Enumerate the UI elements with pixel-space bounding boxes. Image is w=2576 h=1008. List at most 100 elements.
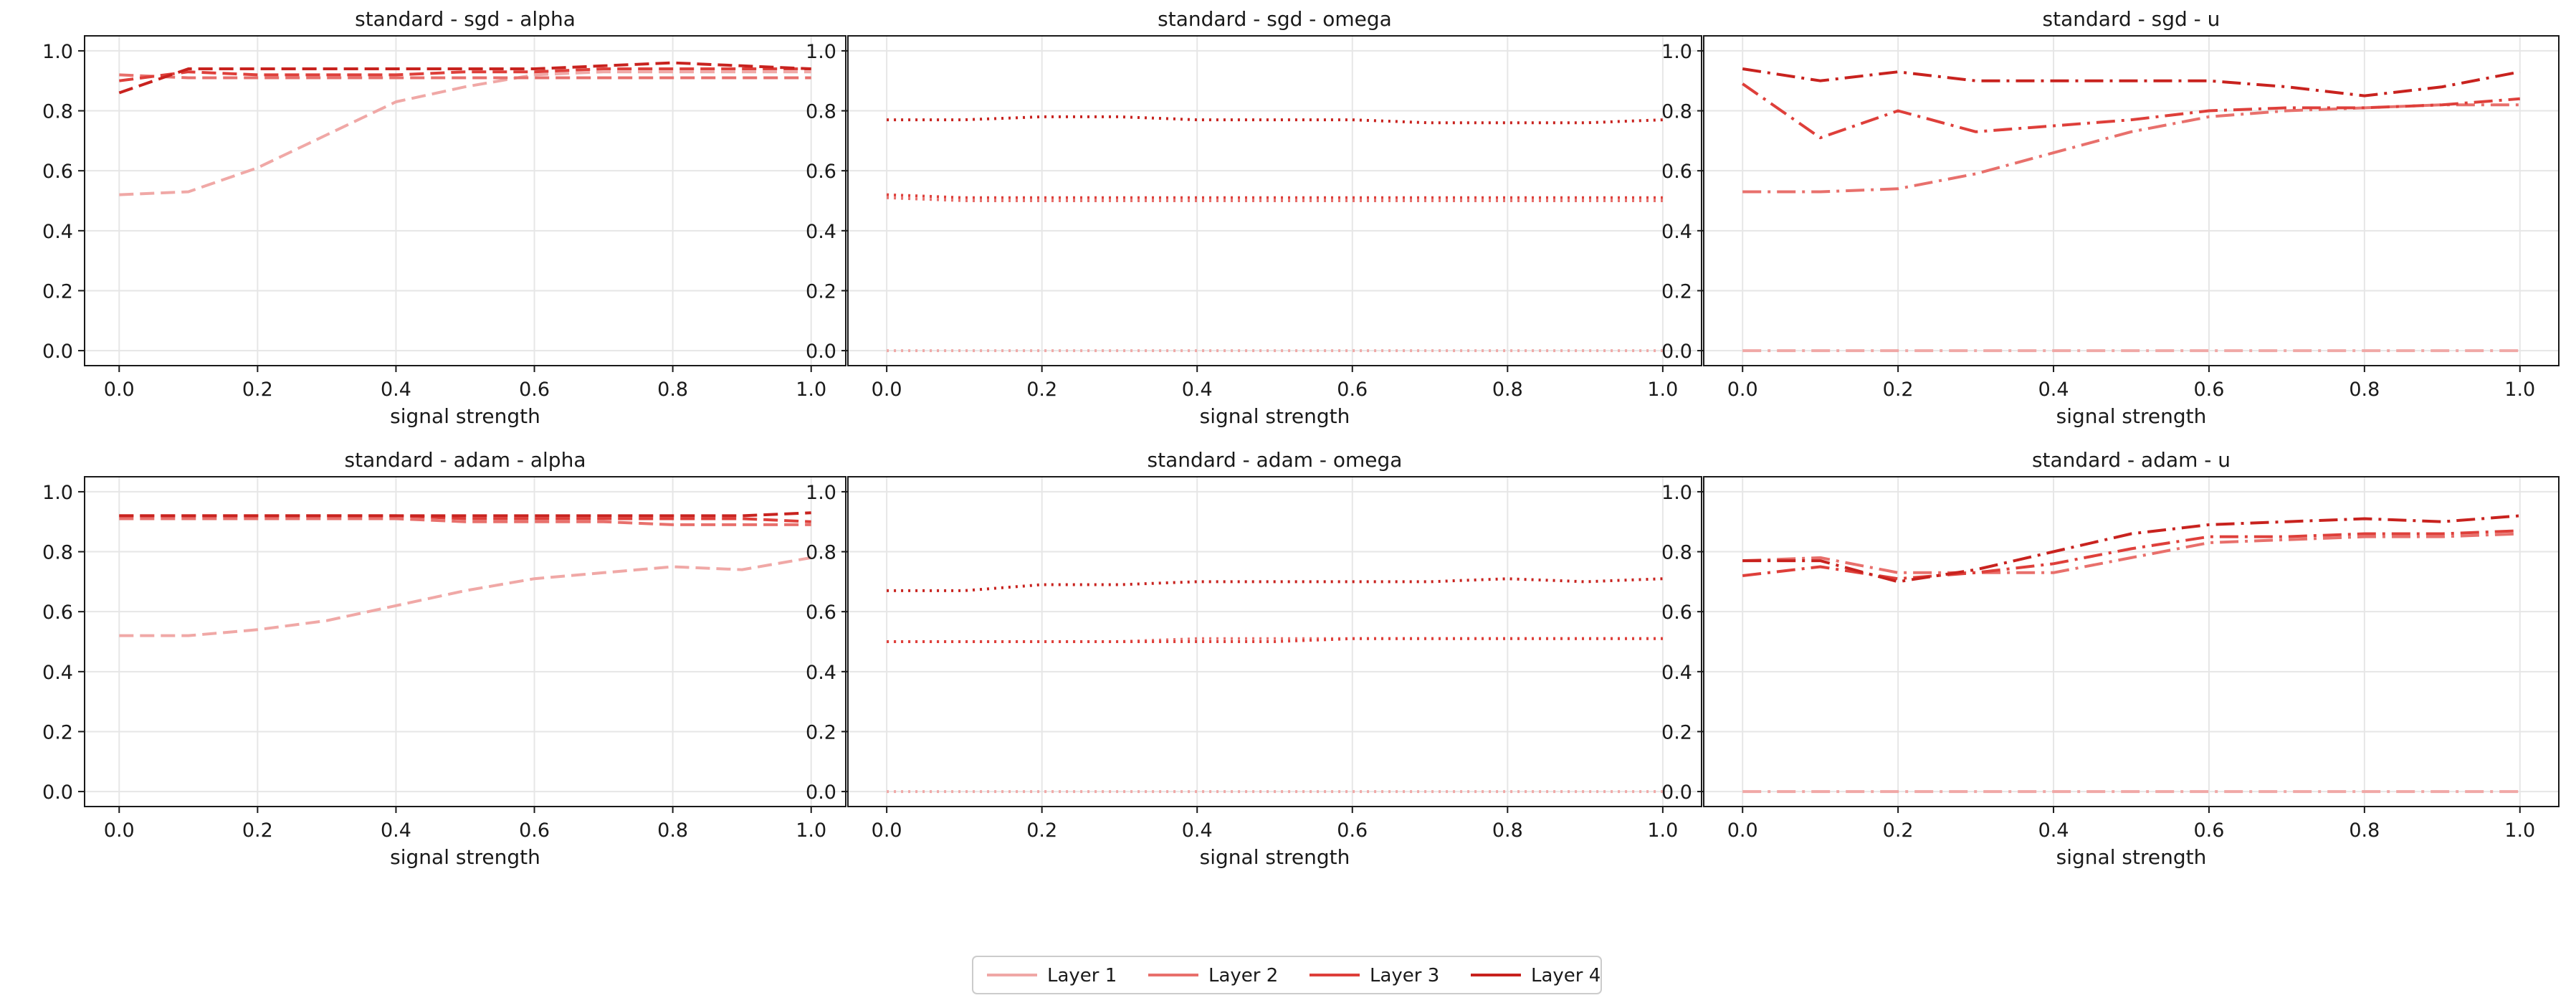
x-tick-label: 0.0 [1727,819,1758,842]
x-tick-label: 1.0 [2504,819,2535,842]
x-tick-label: 0.4 [381,819,411,842]
y-tick-label: 0.2 [806,721,836,743]
x-tick-label: 1.0 [2504,379,2535,401]
y-tick-label: 1.0 [42,482,73,504]
y-tick-label: 0.2 [42,280,73,303]
x-tick-label: 0.8 [657,379,688,401]
subplot: 0.0 0.2 0.4 0.6 0.8 1.0 0.0 0.2 0.4 0.6 0.8 1.0 stan… [806,448,1702,869]
y-tick-label: 1.0 [1661,41,1692,63]
x-axis-label: signal strength [390,845,540,869]
x-tick-label: 1.0 [1647,819,1678,842]
x-tick-label: 1.0 [796,379,826,401]
y-tick-label: 1.0 [1661,482,1692,504]
x-tick-label: 0.6 [2193,819,2224,842]
x-tick-label: 0.6 [2193,379,2224,401]
x-tick-label: 0.2 [1026,379,1057,401]
y-tick-label: 0.4 [42,221,73,243]
y-tick-label: 0.0 [1661,781,1692,804]
x-axis-label: signal strength [1200,845,1350,869]
y-tick-label: 0.6 [42,602,73,624]
x-tick-label: 0.0 [872,819,902,842]
y-tick-label: 0.6 [1661,161,1692,183]
plot-frame [847,476,1702,807]
series-line-layer-3 [887,637,1663,643]
x-tick-label: 0.2 [1026,819,1057,842]
subplot-title: standard - sgd - alpha [355,7,576,31]
x-tick-label: 0.4 [1182,819,1213,842]
series-line-layer-4 [119,511,811,518]
y-tick-label: 0.6 [1661,602,1692,624]
y-tick-label: 0.2 [42,721,73,743]
series-line-layer-3 [1742,82,2520,140]
subplot-grid: 0.0 0.2 0.4 0.6 0.8 1.0 0.0 0.2 0.4 0.6 0.8 1.0 stan… [42,7,2560,869]
y-tick-label: 1.0 [806,482,836,504]
x-tick-label: 0.6 [519,819,550,842]
x-tick-label: 0.0 [104,379,135,401]
y-tick-label: 0.6 [806,602,836,624]
subplot-title: standard - adam - u [2032,448,2231,472]
x-tick-label: 0.2 [1883,819,1914,842]
legend-item: Layer 4 [1471,965,1601,986]
series-line-layer-3 [887,193,1663,199]
subplot: 0.0 0.2 0.4 0.6 0.8 1.0 0.0 0.2 0.4 0.6 0.8 1.0 stan… [806,7,1702,428]
y-tick-label: 0.0 [806,341,836,363]
series-line-layer-1 [119,70,811,196]
x-tick-label: 0.4 [2038,379,2069,401]
subplot-title: standard - sgd - u [2043,7,2220,31]
series-line-layer-3 [119,67,811,82]
legend-box [972,956,1602,994]
x-axis-label: signal strength [390,404,540,428]
x-tick-label: 1.0 [1647,379,1678,401]
x-tick-label: 0.8 [2349,819,2380,842]
x-axis-label: signal strength [2056,404,2207,428]
x-tick-label: 1.0 [796,819,826,842]
y-tick-label: 0.0 [42,781,73,804]
legend-label: Layer 3 [1370,965,1439,986]
y-tick-label: 0.0 [42,341,73,363]
series-line-layer-2 [119,517,811,526]
x-tick-label: 0.8 [1492,819,1523,842]
x-tick-label: 0.0 [872,379,902,401]
y-tick-label: 0.8 [806,542,836,564]
subplot: 0.0 0.2 0.4 0.6 0.8 1.0 0.0 0.2 0.4 0.6 0.8 1.0 stan… [42,448,846,869]
series-line-layer-4 [887,577,1663,592]
subplot: 0.0 0.2 0.4 0.6 0.8 1.0 0.0 0.2 0.4 0.6 0.8 1.0 stan… [1661,448,2560,869]
x-tick-label: 0.2 [242,819,273,842]
y-tick-label: 0.4 [806,221,836,243]
series-line-layer-4 [1742,67,2521,98]
y-tick-label: 0.2 [806,280,836,303]
legend: Layer 1 Layer 2 Layer 3 Layer 4 [972,956,1602,994]
subplot-title: standard - sgd - omega [1158,7,1392,31]
y-tick-label: 0.0 [806,781,836,804]
legend-item: Layer 1 [987,965,1117,986]
y-tick-label: 0.8 [42,542,73,564]
x-tick-label: 0.8 [2349,379,2380,401]
x-tick-label: 0.4 [381,379,411,401]
x-axis-label: signal strength [1200,404,1350,428]
x-tick-label: 0.0 [1727,379,1758,401]
subplot: 0.0 0.2 0.4 0.6 0.8 1.0 0.0 0.2 0.4 0.6 0.8 1.0 stan… [42,7,846,428]
legend-item: Layer 2 [1148,965,1278,986]
x-tick-label: 0.8 [1492,379,1523,401]
series-line-layer-4 [1742,514,2520,584]
series-line-layer-1 [119,556,812,637]
legend-item: Layer 3 [1310,965,1439,986]
series-line-layer-2 [119,73,811,80]
y-tick-label: 0.8 [1661,542,1692,564]
x-tick-label: 0.6 [1337,819,1368,842]
series-line-layer-2 [887,196,1663,202]
x-tick-label: 0.8 [657,819,688,842]
legend-label: Layer 2 [1208,965,1278,986]
x-tick-label: 0.4 [2038,819,2069,842]
series-line-layer-2 [1742,532,2520,574]
subplot-title: standard - adam - omega [1148,448,1403,472]
series-line-layer-2 [1742,103,2520,194]
subplot: 0.0 0.2 0.4 0.6 0.8 1.0 0.0 0.2 0.4 0.6 0.8 1.0 stan… [1661,7,2560,428]
series-line-layer-4 [887,115,1663,125]
legend-label: Layer 4 [1531,965,1601,986]
y-tick-label: 0.4 [42,662,73,684]
plot-frame [84,476,846,807]
x-tick-label: 0.0 [104,819,135,842]
y-tick-label: 0.4 [806,662,836,684]
y-tick-label: 0.6 [806,161,836,183]
